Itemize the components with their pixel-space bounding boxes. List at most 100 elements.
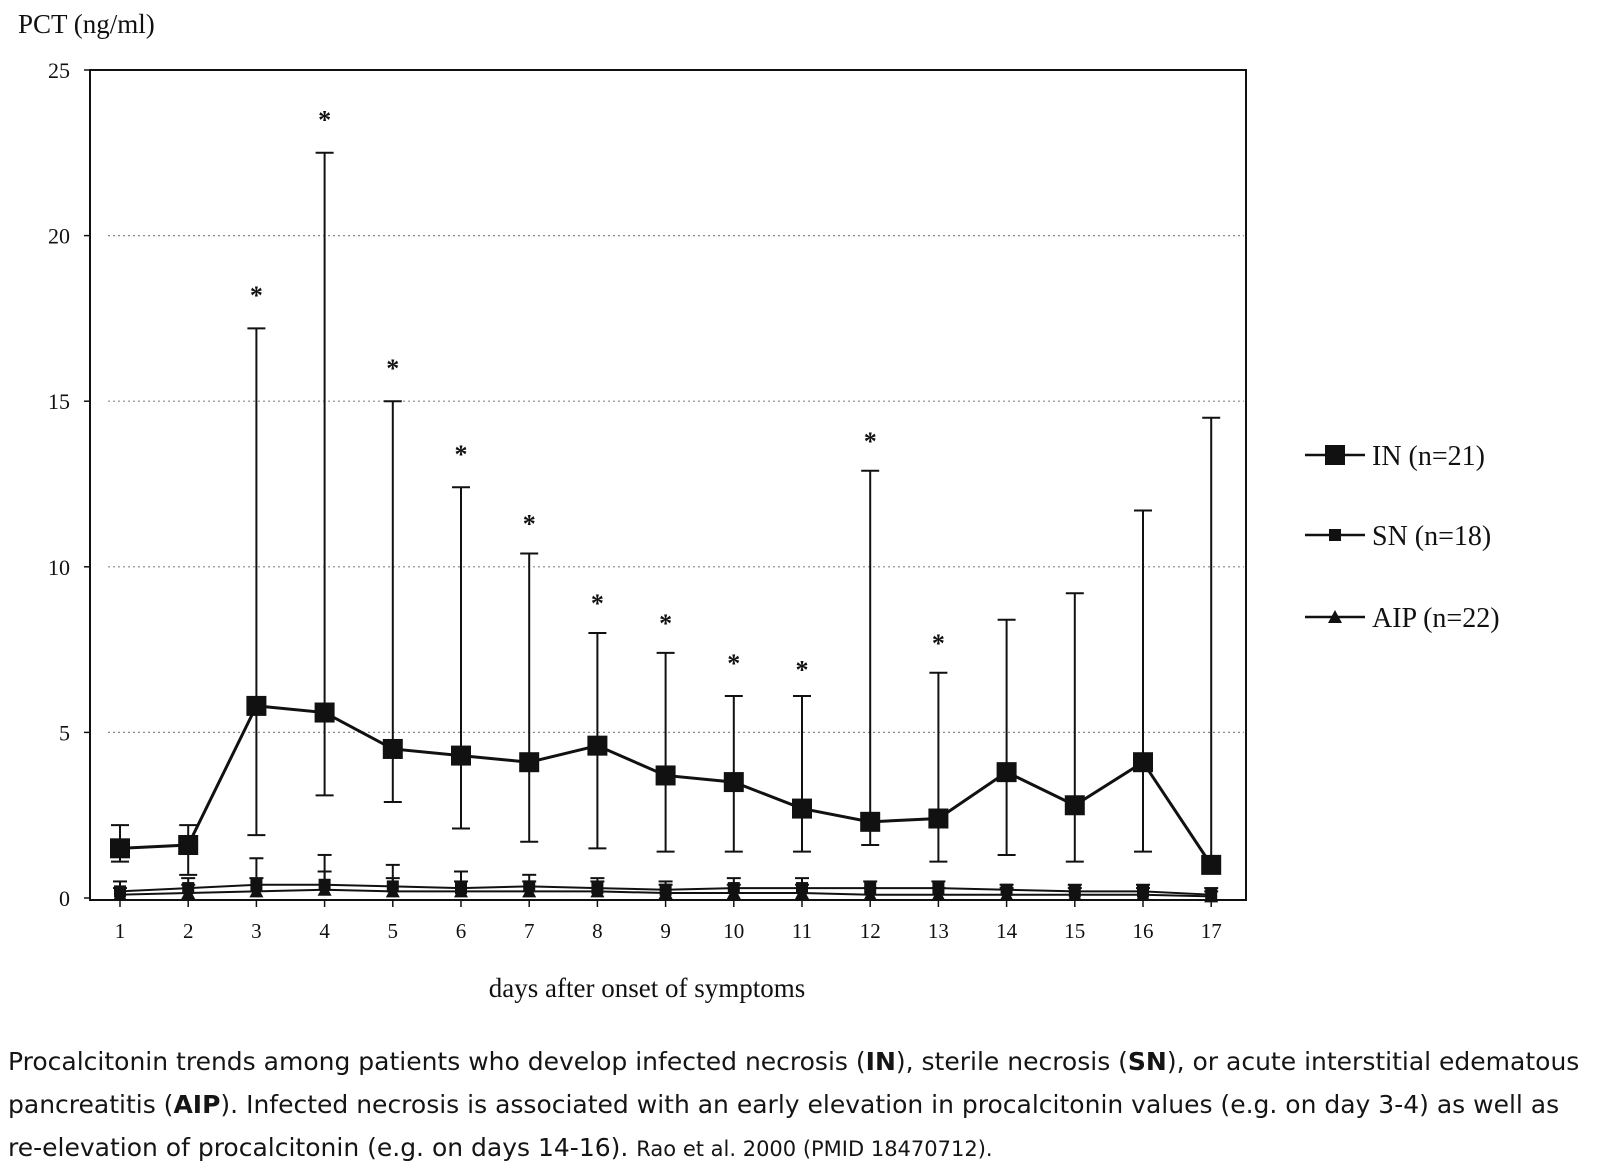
data-point bbox=[659, 883, 672, 896]
figure-caption: Procalcitonin trends among patients who … bbox=[8, 1040, 1593, 1171]
x-tick-label: 7 bbox=[524, 919, 535, 943]
x-tick-label: 1 bbox=[115, 919, 126, 943]
x-tick-label: 12 bbox=[860, 919, 881, 943]
data-point bbox=[1137, 885, 1149, 898]
x-tick-label: 10 bbox=[723, 919, 744, 943]
data-point bbox=[1133, 752, 1153, 773]
caption-bold-sn: SN bbox=[1127, 1047, 1167, 1076]
caption-bold-aip: AIP bbox=[173, 1090, 221, 1119]
x-tick-label: 11 bbox=[792, 919, 812, 943]
data-point bbox=[792, 798, 812, 819]
x-tick-label: 3 bbox=[251, 919, 262, 943]
series-in: * * * * * * * * * * * bbox=[110, 106, 1222, 876]
data-point bbox=[250, 878, 263, 891]
legend-label: IN (n=21) bbox=[1372, 441, 1485, 472]
data-point bbox=[246, 695, 267, 716]
y-tick-label: 20 bbox=[48, 224, 70, 249]
data-point bbox=[1328, 610, 1342, 623]
significance-marker: * bbox=[523, 510, 536, 539]
data-point bbox=[182, 882, 195, 895]
data-point bbox=[1068, 885, 1081, 898]
y-axis-label: PCT (ng/ml) bbox=[18, 9, 155, 39]
data-point bbox=[860, 811, 881, 832]
data-point bbox=[796, 882, 808, 895]
x-tick-label: 17 bbox=[1201, 919, 1222, 943]
data-point bbox=[1201, 854, 1222, 875]
data-point bbox=[1329, 529, 1341, 541]
caption-text: ), sterile necrosis ( bbox=[895, 1047, 1128, 1076]
data-point bbox=[386, 880, 399, 893]
caption-citation: Rao et al. 2000 (PMID 18470712). bbox=[636, 1137, 993, 1161]
legend-label: SN (n=18) bbox=[1372, 521, 1491, 552]
data-point bbox=[314, 702, 335, 723]
data-point bbox=[1064, 795, 1085, 816]
data-point bbox=[863, 887, 878, 901]
caption-text: ), or acute interstitial edematous pancr… bbox=[8, 1047, 1580, 1119]
significance-marker: * bbox=[386, 354, 399, 383]
y-axis: 0 5 10 15 20 25 bbox=[48, 58, 90, 911]
significance-marker: * bbox=[796, 655, 809, 684]
x-tick-label: 4 bbox=[319, 919, 330, 943]
data-point bbox=[523, 880, 536, 893]
data-point bbox=[996, 762, 1017, 783]
x-tick-label: 16 bbox=[1133, 919, 1154, 943]
data-point bbox=[864, 882, 877, 895]
data-point bbox=[928, 808, 949, 829]
y-tick-label: 10 bbox=[48, 555, 70, 580]
y-tick-label: 25 bbox=[48, 58, 70, 83]
significance-marker: * bbox=[932, 629, 945, 658]
series-layer: * * * * * * * * * * * bbox=[110, 106, 1222, 903]
x-tick-label: 9 bbox=[660, 919, 671, 943]
y-tick-label: 15 bbox=[48, 389, 70, 414]
significance-marker: * bbox=[659, 609, 672, 638]
plot-frame bbox=[89, 69, 1247, 901]
data-point bbox=[1325, 445, 1345, 465]
data-point bbox=[110, 838, 130, 859]
data-point bbox=[931, 887, 946, 901]
legend: IN (n=21) SN (n=18) AIP (n=22) bbox=[1305, 441, 1500, 634]
y-tick-label: 0 bbox=[59, 886, 70, 911]
significance-marker: * bbox=[455, 440, 468, 469]
data-point bbox=[587, 735, 608, 756]
data-point bbox=[655, 765, 676, 786]
x-tick-label: 2 bbox=[183, 919, 194, 943]
data-point bbox=[249, 884, 264, 898]
data-point bbox=[723, 772, 744, 793]
data-point bbox=[591, 882, 604, 895]
caption-text: Procalcitonin trends among patients who … bbox=[8, 1047, 866, 1076]
data-point bbox=[318, 878, 331, 891]
caption-text: ). Infected necrosis is associated with … bbox=[8, 1090, 1560, 1162]
x-tick-label: 14 bbox=[996, 919, 1018, 943]
data-point bbox=[451, 745, 471, 766]
data-point bbox=[178, 835, 199, 856]
significance-marker: * bbox=[318, 106, 331, 135]
legend-label: AIP (n=22) bbox=[1372, 603, 1500, 634]
data-point bbox=[1205, 888, 1218, 901]
legend-item: AIP (n=22) bbox=[1305, 603, 1500, 634]
significance-marker: * bbox=[591, 589, 604, 618]
significance-marker: * bbox=[250, 281, 263, 310]
x-tick-label: 13 bbox=[928, 919, 949, 943]
data-point bbox=[114, 885, 126, 898]
data-point bbox=[382, 738, 403, 759]
y-tick-label: 5 bbox=[59, 720, 70, 745]
gridlines bbox=[108, 235, 1244, 734]
data-point bbox=[932, 882, 945, 895]
data-point bbox=[727, 882, 740, 895]
data-point bbox=[1000, 883, 1013, 896]
series-sn bbox=[113, 853, 1219, 901]
data-point bbox=[519, 752, 540, 773]
x-tick-label: 5 bbox=[388, 919, 399, 943]
caption-bold-in: IN bbox=[865, 1047, 896, 1076]
x-axis: 1 2 3 4 5 6 7 8 9 10 11 12 13 14 15 16 17 bbox=[115, 900, 1222, 943]
legend-item: IN (n=21) bbox=[1305, 441, 1485, 472]
legend-item: SN (n=18) bbox=[1305, 521, 1491, 552]
significance-marker: * bbox=[727, 649, 740, 678]
x-axis-label: days after onset of symptoms bbox=[489, 973, 805, 1003]
x-tick-label: 8 bbox=[592, 919, 603, 943]
data-point bbox=[455, 882, 467, 895]
significance-marker: * bbox=[864, 427, 877, 456]
x-tick-label: 15 bbox=[1064, 919, 1085, 943]
x-tick-label: 6 bbox=[456, 919, 467, 943]
